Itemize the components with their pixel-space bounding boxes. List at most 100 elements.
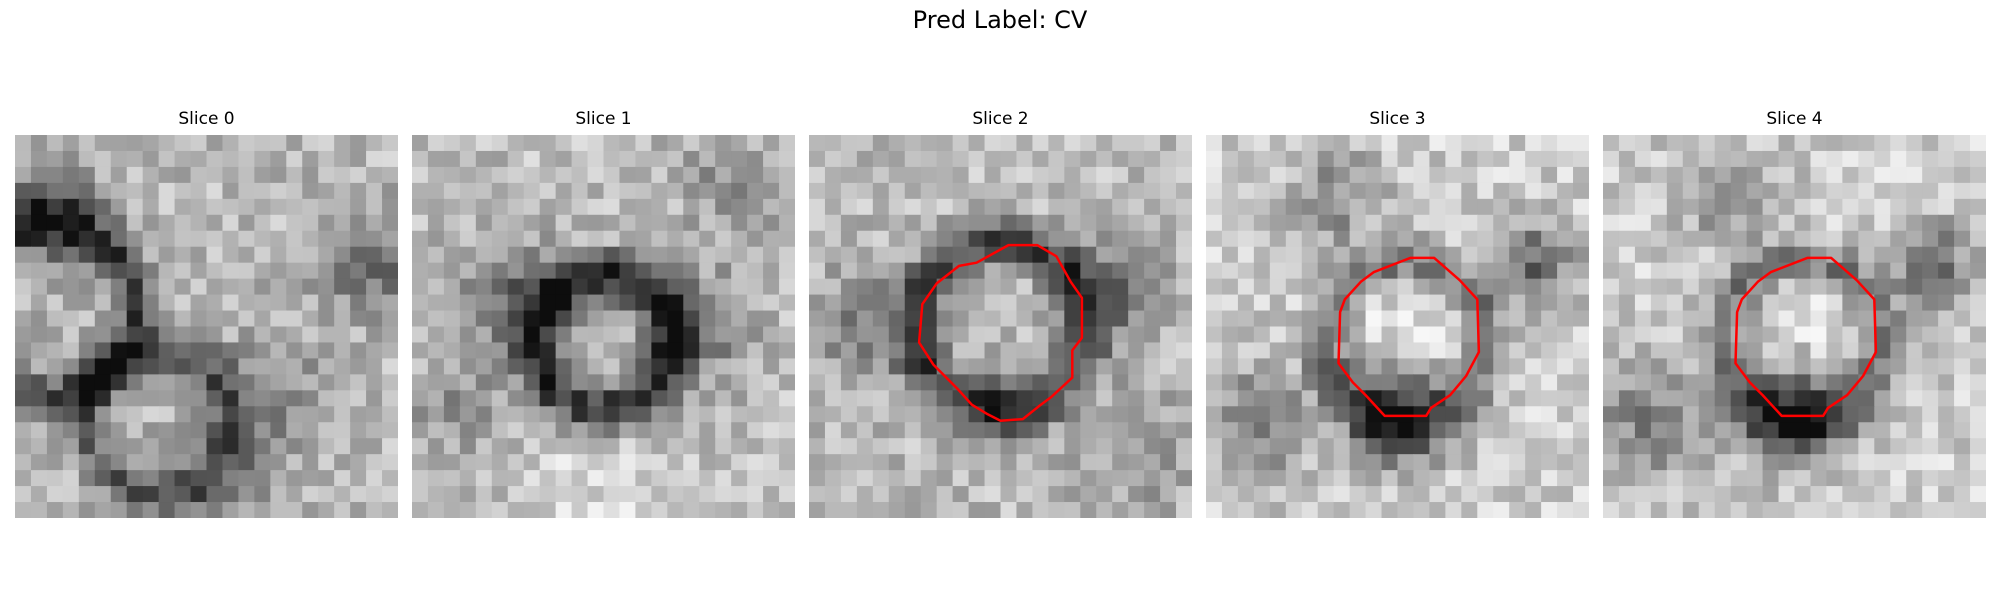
image-pixel xyxy=(1413,342,1431,360)
image-pixel xyxy=(1269,214,1287,232)
image-pixel xyxy=(699,326,716,344)
image-pixel xyxy=(443,454,461,471)
image-pixel xyxy=(888,422,906,439)
image-pixel xyxy=(1493,278,1510,296)
image-pixel xyxy=(683,486,700,503)
image-pixel xyxy=(15,358,32,375)
image-pixel xyxy=(382,262,398,280)
image-pixel xyxy=(350,135,367,152)
image-pixel xyxy=(763,422,780,439)
image-pixel xyxy=(1541,390,1558,407)
image-pixel xyxy=(286,438,303,455)
image-pixel xyxy=(651,502,668,518)
image-pixel xyxy=(46,342,64,360)
image-pixel xyxy=(872,438,890,455)
image-pixel xyxy=(15,326,32,344)
image-pixel xyxy=(475,342,493,360)
image-pixel xyxy=(1922,358,1939,375)
image-pixel xyxy=(1333,502,1351,518)
image-pixel xyxy=(1317,278,1335,296)
image-pixel xyxy=(1970,358,1986,375)
image-pixel xyxy=(1221,406,1239,423)
image-pixel xyxy=(78,454,96,471)
image-pixel xyxy=(94,135,112,152)
image-pixel xyxy=(651,150,668,168)
image-pixel xyxy=(1381,406,1399,423)
image-pixel xyxy=(683,502,700,518)
image-pixel xyxy=(1365,150,1383,168)
image-pixel xyxy=(699,198,716,216)
image-pixel xyxy=(1144,486,1161,503)
image-pixel xyxy=(984,390,1002,407)
image-pixel xyxy=(1413,326,1431,344)
image-pixel xyxy=(824,502,842,518)
image-pixel xyxy=(1573,294,1589,312)
image-pixel xyxy=(539,214,557,232)
image-pixel xyxy=(809,486,826,503)
image-pixel xyxy=(1858,310,1875,328)
image-pixel xyxy=(158,310,176,328)
image-pixel xyxy=(443,150,461,168)
image-pixel xyxy=(15,502,32,518)
image-pixel xyxy=(904,342,922,360)
image-pixel xyxy=(904,326,922,344)
image-pixel xyxy=(699,374,716,391)
image-pixel xyxy=(1397,310,1415,328)
image-pixel xyxy=(840,214,858,232)
image-pixel xyxy=(872,502,890,518)
image-pixel xyxy=(603,502,621,518)
image-pixel xyxy=(318,310,335,328)
image-pixel xyxy=(1237,198,1255,216)
image-pixel xyxy=(1349,135,1367,152)
image-pixel xyxy=(1144,326,1161,344)
image-pixel xyxy=(427,390,445,407)
image-pixel xyxy=(1746,470,1764,487)
image-pixel xyxy=(1922,294,1939,312)
image-pixel xyxy=(1333,422,1351,439)
image-pixel xyxy=(1269,342,1287,360)
image-pixel xyxy=(30,262,48,280)
image-pixel xyxy=(1890,422,1907,439)
image-pixel xyxy=(1237,326,1255,344)
image-pixel xyxy=(635,214,652,232)
slice-image-4 xyxy=(1603,135,1986,518)
image-pixel xyxy=(126,374,144,391)
image-pixel xyxy=(1032,278,1049,296)
image-pixel xyxy=(350,438,367,455)
image-pixel xyxy=(110,182,128,200)
image-pixel xyxy=(872,278,890,296)
image-pixel xyxy=(1221,470,1239,487)
image-pixel xyxy=(475,326,493,344)
image-pixel xyxy=(888,262,906,280)
image-pixel xyxy=(1080,422,1097,439)
image-pixel xyxy=(382,390,398,407)
image-pixel xyxy=(318,358,335,375)
image-pixel xyxy=(286,486,303,503)
image-pixel xyxy=(779,486,795,503)
image-pixel xyxy=(779,150,795,168)
image-pixel xyxy=(174,294,192,312)
image-pixel xyxy=(1603,470,1620,487)
image-pixel xyxy=(699,342,716,360)
image-pixel xyxy=(1253,198,1271,216)
image-pixel xyxy=(872,294,890,312)
image-pixel xyxy=(46,358,64,375)
image-pixel xyxy=(888,326,906,344)
image-pixel xyxy=(1541,294,1558,312)
image-pixel xyxy=(1714,246,1732,264)
image-pixel xyxy=(968,454,986,471)
image-pixel xyxy=(1381,246,1399,264)
image-pixel xyxy=(1176,406,1192,423)
image-pixel xyxy=(206,390,224,407)
image-pixel xyxy=(1874,150,1891,168)
image-pixel xyxy=(1048,198,1065,216)
image-pixel xyxy=(1634,214,1652,232)
image-pixel xyxy=(1144,182,1161,200)
image-pixel xyxy=(1906,246,1923,264)
image-pixel xyxy=(635,502,652,518)
image-pixel xyxy=(1461,502,1478,518)
image-pixel xyxy=(1525,358,1542,375)
image-pixel xyxy=(1730,406,1748,423)
image-pixel xyxy=(1634,438,1652,455)
image-pixel xyxy=(1301,214,1319,232)
